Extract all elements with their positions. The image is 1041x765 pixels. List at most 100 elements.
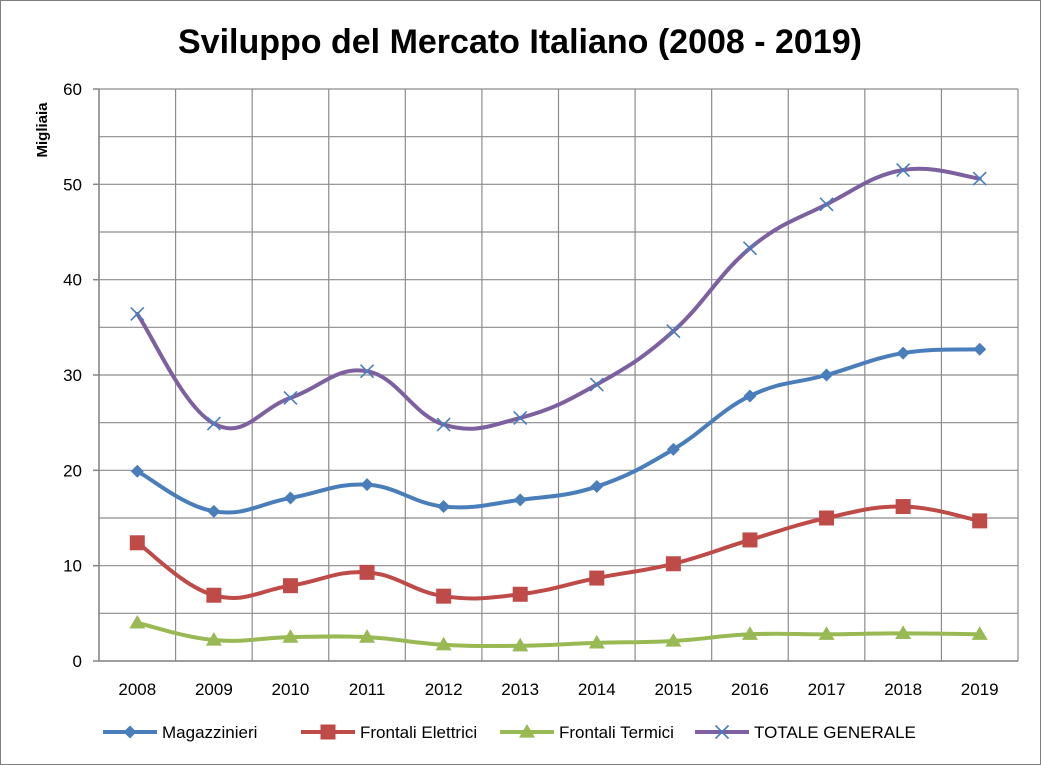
marker-stroke [206, 416, 221, 431]
y-tick-label: 60 [63, 80, 82, 99]
y-tick-label: 40 [63, 271, 82, 290]
data-point-marker [589, 570, 605, 586]
marker-stroke [513, 410, 528, 425]
data-point-marker [972, 513, 988, 529]
data-point-marker [360, 478, 374, 492]
y-tick-label: 50 [63, 175, 82, 194]
x-tick-label: 2013 [501, 680, 539, 699]
data-point-marker [512, 637, 529, 652]
data-point-marker [666, 442, 680, 456]
legend-label: Frontali Termici [559, 723, 674, 742]
x-tick-label: 2019 [961, 680, 999, 699]
data-point-marker [513, 410, 528, 425]
y-axis-label: Migliaia [34, 102, 51, 158]
data-point-marker [282, 578, 298, 594]
data-point-marker [743, 389, 757, 403]
data-point-marker [436, 417, 451, 432]
data-point-marker [207, 504, 221, 518]
marker-stroke [896, 162, 911, 178]
data-point-marker [742, 241, 758, 256]
data-point-marker [130, 306, 145, 322]
axes: 0 10 20 30 40 50 60 2008 2009 2010 2011 2012 2013 201… [63, 80, 1018, 699]
legend-label: Magazzinieri [162, 723, 257, 742]
data-point-marker [130, 464, 144, 478]
data-point-marker [973, 342, 987, 356]
data-point-marker [129, 535, 145, 551]
data-point-marker [588, 634, 605, 649]
x-tick-label: 2018 [884, 680, 922, 699]
data-point-marker [896, 162, 911, 178]
x-tick-label: 2011 [349, 680, 386, 699]
x-tick-label: 2008 [118, 680, 156, 699]
data-point-marker [665, 632, 682, 647]
marker-stroke [436, 417, 451, 432]
data-point-marker [714, 724, 730, 740]
data-point-marker [123, 725, 137, 739]
data-point-marker [320, 724, 336, 740]
data-point-marker [513, 493, 527, 507]
data-point-marker [129, 614, 146, 629]
x-tick-label: 2015 [654, 680, 692, 699]
data-point-marker [282, 629, 299, 643]
data-point-marker [206, 416, 221, 431]
legend-item: Frontali Termici [500, 723, 674, 742]
y-tick-label: 30 [63, 366, 82, 385]
marker-stroke [359, 364, 375, 379]
data-point-marker [205, 632, 222, 646]
data-point-marker [818, 626, 835, 640]
legend-item: TOTALE GENERALE [695, 723, 916, 742]
x-tick-label: 2017 [808, 680, 846, 699]
data-point-marker [971, 626, 988, 640]
legend: Magazzinieri Frontali Elettrici Frontali T… [103, 723, 916, 742]
data-point-marker [359, 629, 376, 643]
y-tick-label: 20 [63, 461, 82, 480]
data-point-marker [206, 587, 222, 603]
data-point-marker [819, 510, 835, 526]
series-line [135, 620, 982, 649]
data-point-marker [512, 586, 528, 602]
data-point-marker [590, 480, 604, 494]
series-frontali-elettrici [129, 499, 988, 604]
legend-item: Magazzinieri [103, 723, 257, 742]
chart-title: Sviluppo del Mercato Italiano (2008 - 20… [178, 23, 862, 61]
y-tick-label: 10 [63, 557, 82, 576]
series-lines [129, 162, 988, 652]
series-frontali-termici [129, 614, 988, 652]
data-point-marker [359, 564, 375, 580]
x-tick-label: 2012 [425, 680, 463, 699]
marker-stroke [666, 324, 681, 339]
data-point-marker [742, 532, 758, 548]
data-point-marker [283, 390, 298, 405]
series-magazzinieri [130, 342, 987, 518]
marker-stroke [130, 306, 145, 322]
marker-stroke [972, 171, 987, 186]
y-tick-label: 0 [73, 652, 82, 671]
data-point-marker [665, 556, 681, 572]
x-tick-label: 2010 [272, 680, 310, 699]
legend-item: Frontali Elettrici [301, 723, 477, 742]
marker-stroke [819, 197, 834, 212]
data-point-marker [895, 625, 912, 639]
marker-stroke [283, 390, 298, 405]
x-tick-label: 2009 [195, 680, 233, 699]
x-tick-label: 2016 [731, 680, 769, 699]
data-point-marker [896, 346, 910, 360]
data-point-marker [741, 626, 758, 640]
data-point-marker [972, 171, 987, 186]
data-point-marker [819, 197, 834, 212]
data-point-marker [436, 588, 452, 604]
marker-stroke [742, 241, 758, 256]
data-point-marker [895, 499, 911, 515]
data-point-marker [589, 377, 604, 392]
data-point-marker [519, 724, 535, 738]
x-tick-label: 2014 [578, 680, 616, 699]
series-totale-generale [130, 162, 987, 432]
legend-label: TOTALE GENERALE [754, 723, 916, 742]
data-point-marker [283, 491, 297, 505]
data-point-marker [666, 324, 681, 339]
data-point-marker [359, 364, 375, 379]
data-point-marker [820, 368, 834, 382]
marker-stroke [589, 377, 604, 392]
marker-stroke [714, 724, 730, 740]
